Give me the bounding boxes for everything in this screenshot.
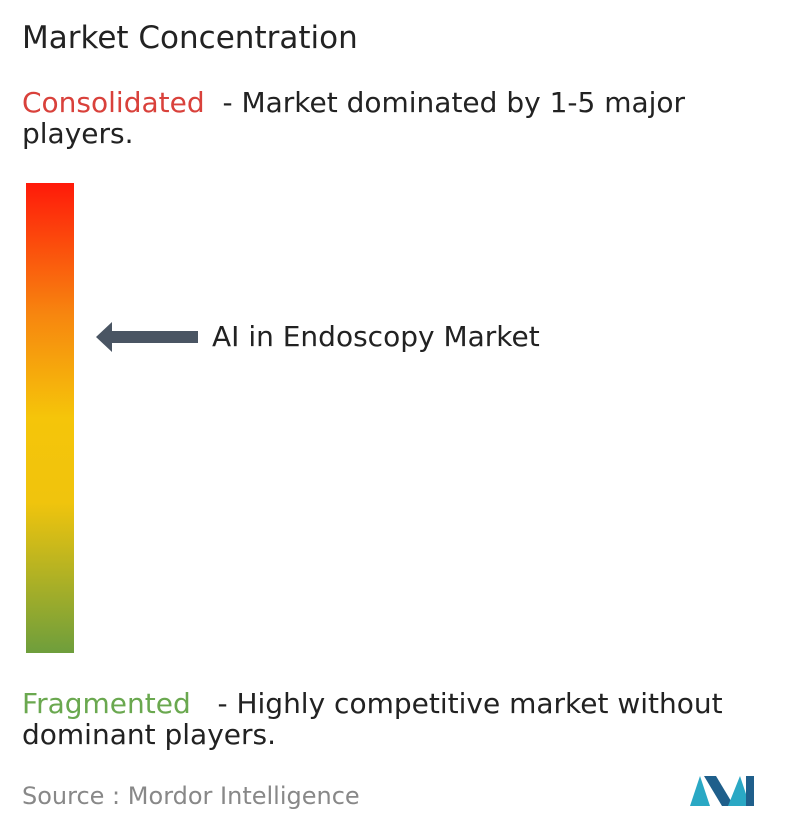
logo (690, 776, 754, 806)
arrow (96, 322, 198, 352)
logo-part (728, 776, 750, 806)
consolidated-text: Consolidated - Market dominated by 1-5 m… (22, 87, 792, 149)
consolidated-description: - Market dominated by 1-5 major players. (22, 86, 686, 150)
fragmented-description: - Highly competitive market without domi… (22, 687, 723, 751)
title: Market Concentration (22, 20, 358, 56)
source-label: Source : (22, 782, 121, 810)
logo-part (746, 776, 754, 806)
gradient-bar (26, 183, 74, 653)
arrow-shape (96, 322, 198, 352)
consolidated-label: Consolidated (22, 86, 205, 119)
logo-part (704, 776, 734, 806)
logo-part (690, 776, 710, 806)
source: Source : Mordor Intelligence (22, 782, 360, 810)
fragmented-label: Fragmented (22, 687, 191, 720)
fragmented-text: Fragmented - Highly competitive market w… (22, 688, 792, 750)
marker-label: AI in Endoscopy Market (212, 320, 540, 353)
source-name: Mordor Intelligence (127, 782, 360, 810)
